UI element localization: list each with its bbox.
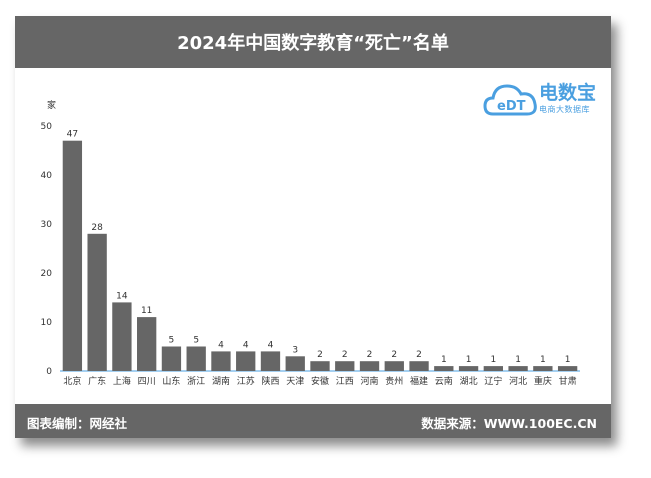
bar (87, 233, 107, 371)
footer: 图表编制：网经社 数据来源：WWW.100EC.CN (15, 404, 611, 438)
bar (310, 361, 330, 371)
bar-value-label: 4 (268, 340, 274, 350)
bar (533, 366, 553, 371)
x-tick-label: 四川 (138, 377, 156, 387)
bar-chart: 家0102030405047北京28广东14上海11四川5山东5浙江4湖南4江苏… (41, 99, 580, 387)
bar-value-label: 1 (490, 355, 496, 365)
x-tick-label: 陕西 (261, 375, 279, 387)
bar (409, 361, 429, 371)
bar (483, 366, 503, 371)
chart-title: 2024年中国数字教育“死亡”名单 (15, 16, 611, 68)
x-tick-label: 广东 (88, 375, 106, 387)
bar (112, 302, 132, 371)
y-tick-label: 0 (46, 367, 52, 377)
bar-value-label: 11 (141, 306, 152, 316)
bar-value-label: 2 (391, 350, 397, 360)
bar (458, 366, 479, 371)
x-tick-label: 辽宁 (484, 375, 502, 387)
bar (161, 346, 182, 371)
footer-credit: 图表编制：网经社 (27, 416, 128, 431)
x-tick-label: 河南 (361, 375, 379, 387)
logo-mark: eDT (497, 99, 526, 114)
logo-brand: 电数宝 (539, 82, 597, 104)
bar-value-label: 1 (540, 355, 546, 365)
y-tick-label: 10 (41, 318, 53, 328)
bar (434, 366, 454, 371)
cloud-logo-icon: eDT (483, 84, 537, 116)
bar-value-label: 2 (416, 350, 422, 360)
bar (211, 351, 231, 371)
bar-value-label: 47 (67, 130, 78, 140)
y-tick-label: 30 (41, 220, 53, 230)
x-tick-label: 安徽 (311, 375, 329, 387)
bar (508, 366, 528, 371)
y-axis-label: 家 (47, 99, 56, 111)
bar-value-label: 1 (441, 355, 447, 365)
bar (62, 140, 83, 371)
bar-value-label: 1 (466, 355, 472, 365)
bar (186, 346, 206, 371)
x-tick-label: 上海 (113, 375, 131, 387)
y-tick-label: 40 (41, 171, 53, 181)
x-tick-label: 河北 (509, 375, 527, 387)
logo-tagline: 电商大数据库 (539, 105, 590, 114)
bar-value-label: 1 (515, 355, 521, 365)
bar (384, 361, 404, 371)
bar-value-label: 28 (91, 223, 103, 233)
x-tick-label: 湖南 (212, 375, 230, 387)
x-tick-label: 甘肃 (559, 375, 577, 387)
bar-value-label: 14 (116, 291, 128, 301)
x-tick-label: 福建 (410, 375, 428, 387)
x-tick-label: 山东 (162, 375, 180, 387)
x-tick-label: 江西 (336, 376, 354, 387)
bar (137, 317, 157, 371)
logo: eDT 电数宝 电商大数据库 (483, 76, 607, 120)
x-tick-label: 天津 (286, 376, 304, 387)
x-tick-label: 北京 (63, 375, 81, 387)
y-tick-label: 50 (41, 122, 53, 132)
bar (285, 356, 305, 371)
y-tick-label: 20 (41, 269, 53, 279)
bar-value-label: 4 (243, 340, 249, 350)
bar-value-label: 5 (169, 336, 175, 346)
x-tick-label: 云南 (435, 375, 453, 387)
bar (260, 351, 281, 371)
bar (236, 351, 256, 371)
x-tick-label: 重庆 (534, 375, 552, 387)
footer-source: 数据来源：WWW.100EC.CN (421, 416, 597, 431)
bar-value-label: 1 (565, 355, 571, 365)
bar-value-label: 4 (218, 340, 224, 350)
x-tick-label: 贵州 (385, 375, 403, 387)
bar (359, 361, 380, 371)
bar-value-label: 5 (193, 336, 199, 346)
bar-value-label: 3 (292, 345, 298, 355)
bar-value-label: 2 (342, 350, 348, 360)
chart-card: 2024年中国数字教育“死亡”名单 eDT 电数宝 电商大数据库 家 0 10 20 3… (15, 16, 611, 438)
bar-value-label: 2 (317, 350, 323, 360)
x-tick-label: 浙江 (187, 375, 205, 387)
bar (335, 361, 355, 371)
bar (557, 366, 578, 371)
x-tick-label: 湖北 (460, 376, 478, 387)
bar-value-label: 2 (367, 350, 373, 360)
x-tick-label: 江苏 (237, 375, 255, 387)
